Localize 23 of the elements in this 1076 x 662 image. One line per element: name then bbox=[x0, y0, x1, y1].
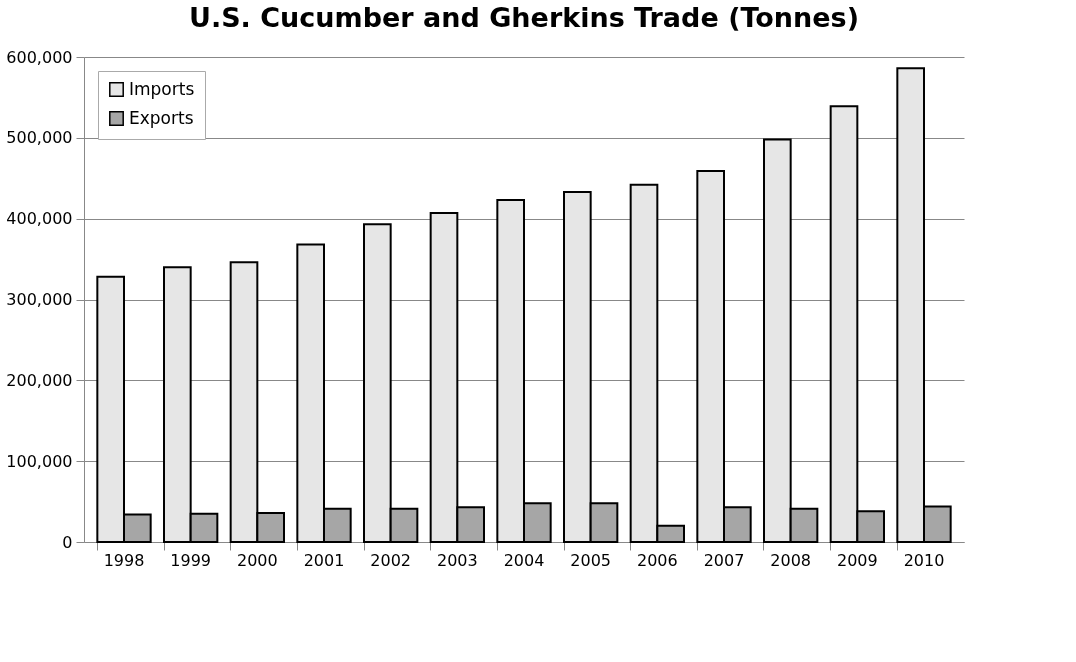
y-tick-label: 200,000 bbox=[6, 370, 73, 390]
x-tick-label: 1999 bbox=[170, 550, 212, 570]
legend-label: Exports bbox=[129, 107, 194, 128]
chart-title: U.S. Cucumber and Gherkins Trade (Tonnes) bbox=[188, 2, 860, 33]
y-tick-label: 0 bbox=[62, 532, 73, 552]
x-tick-label: 2006 bbox=[636, 550, 678, 570]
x-tick-label: 2003 bbox=[436, 550, 478, 570]
x-tick-label: 2010 bbox=[903, 550, 945, 570]
x-tick-label: 2009 bbox=[836, 550, 878, 570]
x-tick-label: 1998 bbox=[103, 550, 145, 570]
x-tick-label: 2008 bbox=[770, 550, 812, 570]
x-tick-label: 2005 bbox=[570, 550, 612, 570]
y-tick-label: 600,000 bbox=[6, 47, 73, 67]
y-tick-label: 100,000 bbox=[6, 451, 73, 471]
y-tick-label: 400,000 bbox=[6, 209, 73, 229]
x-tick-label: 2002 bbox=[370, 550, 412, 570]
x-tick-label: 2004 bbox=[503, 550, 545, 570]
legend-label: Imports bbox=[129, 78, 195, 99]
x-tick-label: 2001 bbox=[303, 550, 345, 570]
y-tick-label: 300,000 bbox=[6, 290, 73, 309]
x-tick-label: 2007 bbox=[703, 550, 745, 570]
y-tick-label: 500,000 bbox=[6, 128, 73, 148]
x-tick-label: 2000 bbox=[236, 550, 278, 570]
